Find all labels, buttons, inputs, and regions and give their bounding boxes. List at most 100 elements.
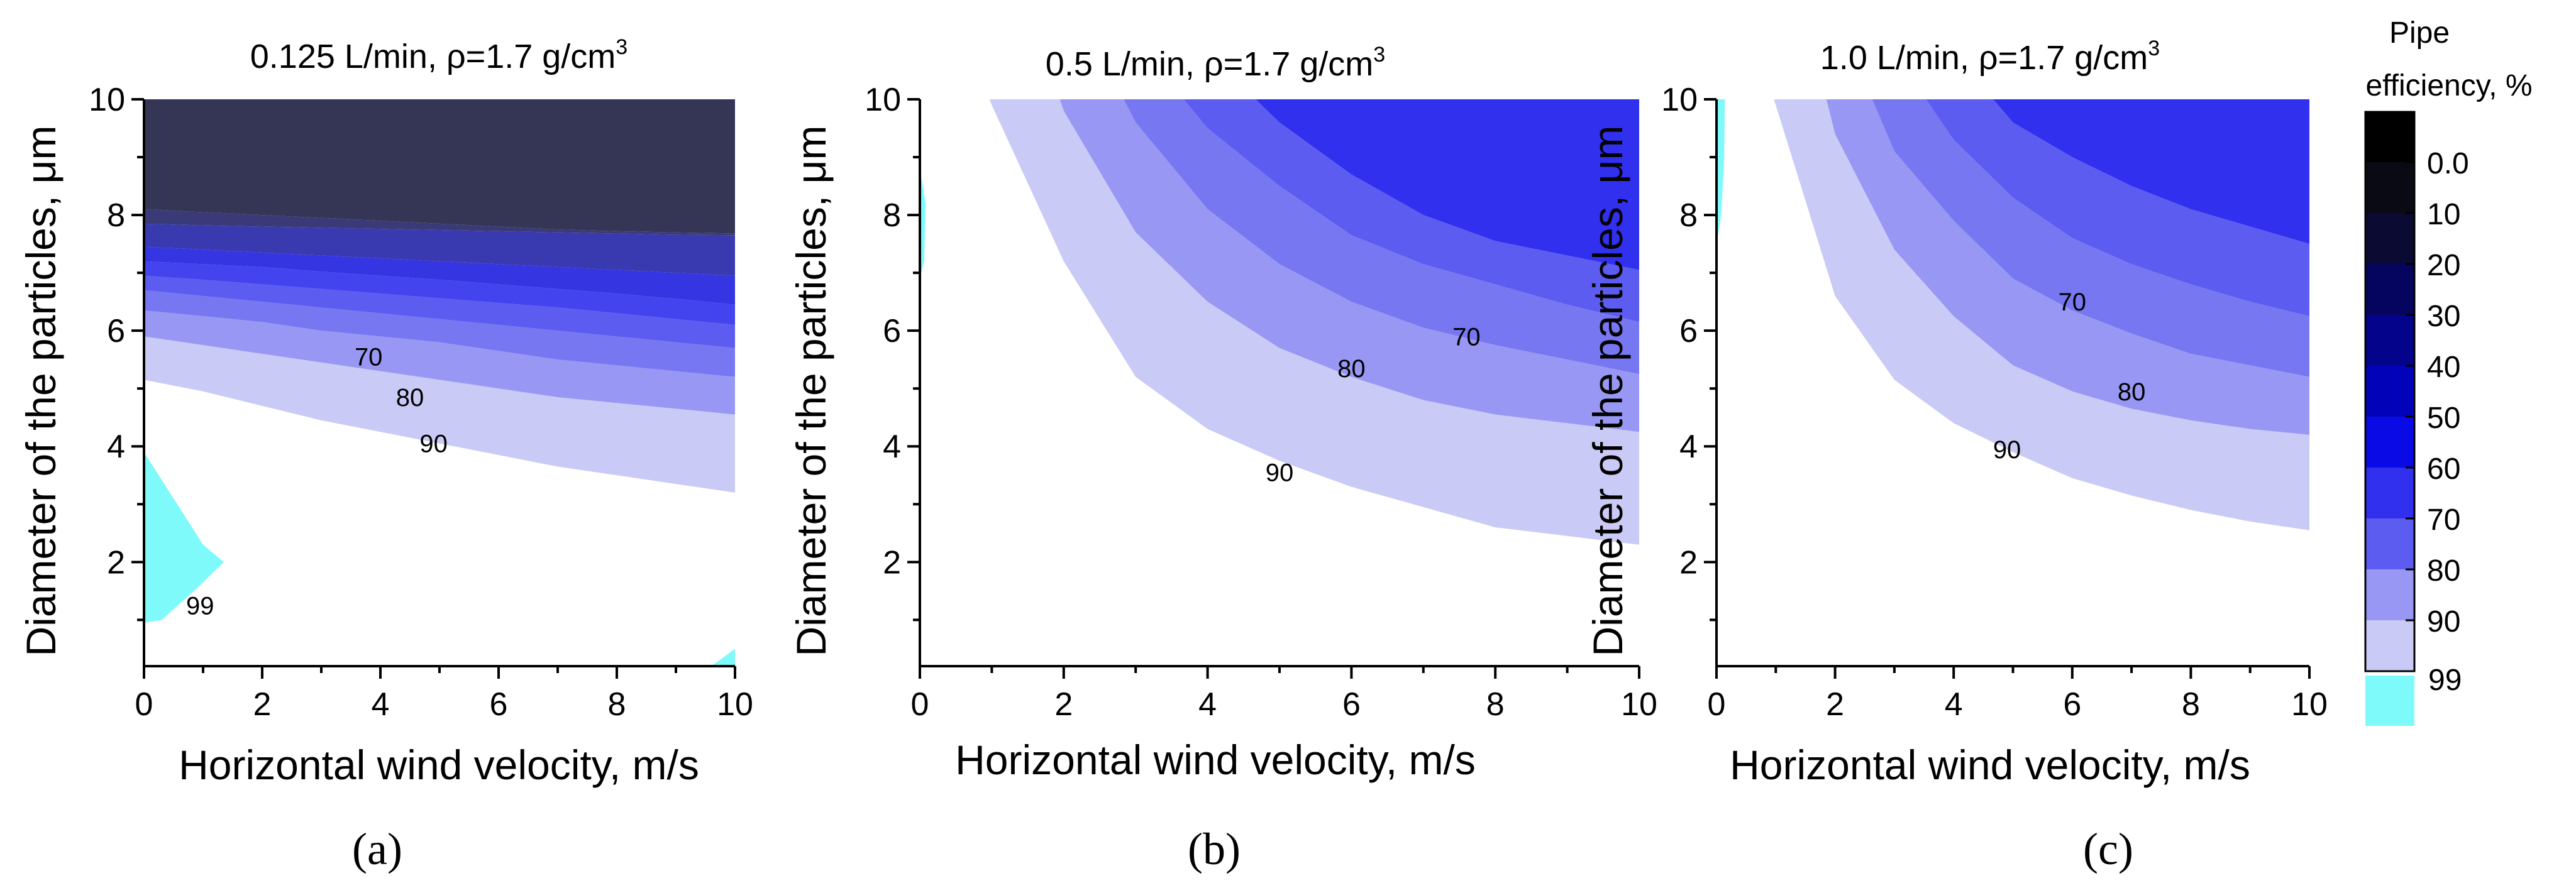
panel-a-region-99-1 <box>144 452 224 623</box>
panel-c-x-tick-label-4: 4 <box>1945 686 1963 723</box>
panel-b-x-tick-label-4: 4 <box>1198 686 1217 723</box>
legend-swatch-80 <box>2365 569 2414 620</box>
legend-title-line-2: efficiency, % <box>2365 69 2532 102</box>
panel-a-x-tick-label-8: 8 <box>608 686 626 723</box>
panel-a-y-axis-title: Diameter of the particles, μm <box>18 126 64 657</box>
legend-label-40: 40 <box>2427 351 2460 384</box>
panel-b-title: 0.5 L/min, ρ=1.7 g/cm3 <box>1046 43 1385 83</box>
panel-c-x-axis-title: Horizontal wind velocity, m/s <box>1730 742 2250 788</box>
panel-a-x-tick-label-6: 6 <box>490 686 508 723</box>
legend-color-scale: 0.0 10 20 30 40 50 60 70 80 90 <box>2364 111 2469 672</box>
panel-c-contour-label-80: 80 <box>2118 378 2146 406</box>
panel-c-y-axis-title: Diameter of the particles, μm <box>1584 126 1631 657</box>
panel-b-band-70-60 <box>1124 99 1639 375</box>
panel-b-band-60-50 <box>1183 99 1639 322</box>
panel-c-y-tick-label-8: 8 <box>1679 197 1698 234</box>
panel-c-band-90-80 <box>1774 99 2309 530</box>
panel-a-y-tick-label-4: 4 <box>107 429 125 465</box>
legend-swatch-70 <box>2365 518 2414 569</box>
panel-b-band-above-50 <box>1255 99 1639 270</box>
panel-a-x-tick-label-2: 2 <box>253 686 272 723</box>
legend-label-30: 30 <box>2427 300 2460 333</box>
panel-a-band-50-40 <box>144 261 735 325</box>
panel-a-band-90-80 <box>144 336 735 493</box>
panel-a-x-tick-label-10: 10 <box>717 686 753 723</box>
legend-swatch-99 <box>2365 676 2414 726</box>
legend-swatch-60 <box>2365 468 2414 518</box>
panel-b-x-axis-title: Horizontal wind velocity, m/s <box>955 737 1476 783</box>
legend-label-70: 70 <box>2427 503 2460 537</box>
legend-frame <box>2364 111 2416 672</box>
panel-a: 0.125 L/min, ρ=1.7 g/cm3 70 80 90 99 0 2 4 6 8 10… <box>18 35 753 874</box>
panel-c-y-tick-label-4: 4 <box>1679 429 1698 465</box>
panel-b-x-tick-label-0: 0 <box>911 686 929 723</box>
panel-b-label: (b) <box>1188 824 1241 874</box>
panel-a-band-30-20 <box>144 223 735 276</box>
panel-c-x-tick-label-8: 8 <box>2182 686 2200 723</box>
panel-b-band-80-70 <box>1059 99 1639 432</box>
panel-a-y-tick-label-2: 2 <box>107 544 125 581</box>
legend-swatch-50 <box>2365 417 2414 468</box>
panel-c-label: (c) <box>2083 824 2133 874</box>
panel-c-region-99-1 <box>1716 99 1725 244</box>
panel-a-band-40-30 <box>144 246 735 305</box>
panel-b-plot-area: 70 80 90 0 2 4 6 8 10 2 4 6 8 10 <box>865 82 1657 723</box>
panel-c-title: 1.0 L/min, ρ=1.7 g/cm3 <box>1820 36 2160 77</box>
panel-c-x-tick-label-10: 10 <box>2291 686 2328 723</box>
panel-a-contour-label-80: 80 <box>396 384 424 412</box>
panel-a-contour-label-99: 99 <box>186 592 214 620</box>
legend: Pipe efficiency, % 0.0 10 20 30 40 50 60 70 80 90… <box>2364 16 2533 726</box>
panel-c-contour-fills <box>1716 99 2309 666</box>
panel-a-title: 0.125 L/min, ρ=1.7 g/cm3 <box>250 35 627 75</box>
panel-c-band-60-50 <box>1926 99 2309 317</box>
legend-label-50: 50 <box>2427 402 2460 435</box>
panel-c-band-above-50 <box>1993 99 2309 244</box>
panel-a-label: (a) <box>352 824 402 874</box>
panel-b-x-tick-label-2: 2 <box>1054 686 1073 723</box>
panel-b-x-tick-label-8: 8 <box>1486 686 1505 723</box>
panel-c-y-tick-label-6: 6 <box>1679 313 1698 349</box>
panel-c-band-70-60 <box>1872 99 2309 377</box>
panel-a-contour-fills <box>144 99 735 666</box>
panel-b-region-99-1 <box>920 168 926 279</box>
panel-a-band-70-60 <box>144 290 735 377</box>
panel-a-band-80-70 <box>144 310 735 415</box>
panel-b-y-tick-label-2: 2 <box>883 544 901 581</box>
panel-a-x-tick-label-4: 4 <box>372 686 390 723</box>
panel-a-y-tick-label-8: 8 <box>107 197 125 234</box>
panel-c-x-tick-label-6: 6 <box>2063 686 2081 723</box>
panel-c: 1.0 L/min, ρ=1.7 g/cm3 70 80 90 0 2 4 6 8 10 2 4 6 8… <box>1584 36 2328 874</box>
panel-b-y-tick-label-8: 8 <box>883 197 901 234</box>
panel-b-contour-label-80: 80 <box>1337 355 1366 383</box>
panel-a-region-99-2 <box>711 649 735 666</box>
panel-b-contour-fills <box>920 99 1639 666</box>
legend-swatch-90 <box>2365 620 2414 671</box>
panel-a-plot-area: 70 80 90 99 0 2 4 6 8 10 2 4 6 8 10 <box>89 82 753 723</box>
panel-a-x-axis-title: Horizontal wind velocity, m/s <box>179 742 699 788</box>
legend-title-line-1: Pipe <box>2389 16 2450 50</box>
panel-a-contour-label-90: 90 <box>419 430 448 458</box>
panel-c-band-80-70 <box>1826 99 2309 435</box>
legend-label-20: 20 <box>2427 249 2460 282</box>
panel-a-y-tick-label-6: 6 <box>107 313 125 349</box>
legend-swatch-30 <box>2365 315 2414 366</box>
panel-a-band-20-10 <box>144 209 735 236</box>
panel-b-y-tick-label-4: 4 <box>883 429 901 465</box>
panel-a-y-tick-label-10: 10 <box>89 82 125 118</box>
panel-b-band-90-80 <box>989 99 1639 545</box>
legend-swatch-0.0 <box>2365 162 2414 213</box>
panel-c-y-tick-label-10: 10 <box>1661 82 1698 118</box>
panel-b-y-tick-label-10: 10 <box>865 82 901 118</box>
panel-b-x-tick-label-6: 6 <box>1342 686 1361 723</box>
panel-b-y-axis-title: Diameter of the particles, μm <box>788 126 834 657</box>
panel-a-band-60-50 <box>144 275 735 348</box>
legend-label-10: 10 <box>2427 198 2460 231</box>
legend-swatch-40 <box>2365 366 2414 417</box>
panel-c-contour-label-70: 70 <box>2059 288 2087 316</box>
panel-b: 0.5 L/min, ρ=1.7 g/cm3 70 80 90 0 2 4 6 8 10 2 4 6 8… <box>788 43 1657 874</box>
panel-c-plot-area: 70 80 90 0 2 4 6 8 10 2 4 6 8 10 <box>1661 82 2328 723</box>
panel-a-band-above-10 <box>144 99 735 234</box>
legend-swatch-10 <box>2365 213 2414 264</box>
panel-b-contour-label-70: 70 <box>1452 323 1481 351</box>
